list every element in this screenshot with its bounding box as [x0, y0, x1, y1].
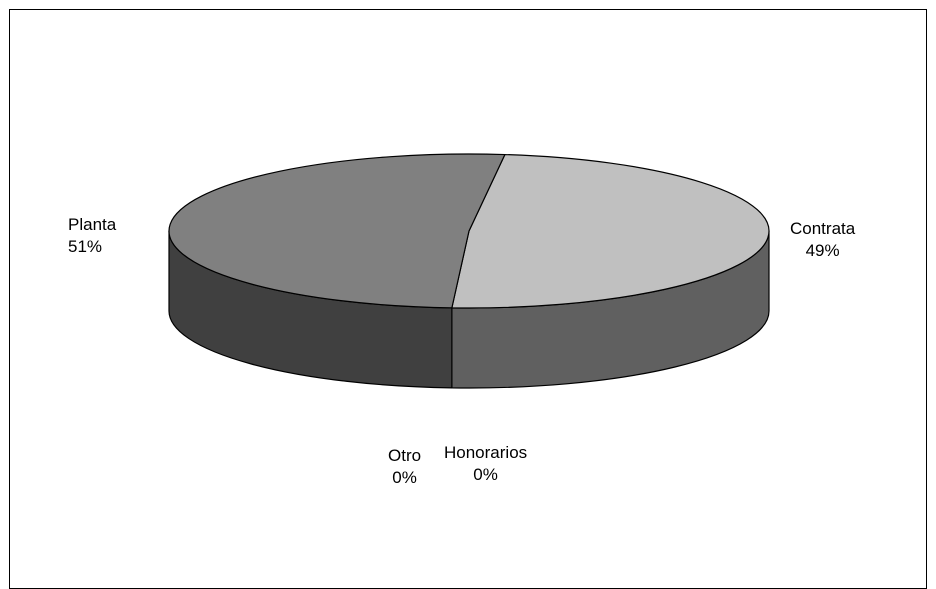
slice-label-honorarios: Honorarios 0%	[444, 442, 527, 486]
slice-name-contrata: Contrata	[790, 219, 856, 238]
slice-label-planta: Planta 51%	[68, 214, 116, 258]
pie-chart	[168, 153, 770, 389]
slice-label-contrata: Contrata 49%	[790, 218, 855, 262]
slice-label-otro: Otro 0%	[388, 445, 421, 489]
slice-percent-otro: 0%	[392, 468, 417, 487]
slice-name-otro: Otro	[388, 446, 422, 465]
slice-top-planta	[168, 153, 506, 309]
slice-top-contrata	[451, 153, 770, 309]
slice-name-honorarios: Honorarios	[444, 443, 528, 462]
slice-percent-planta: 51%	[68, 237, 103, 256]
slice-percent-honorarios: 0%	[473, 465, 498, 484]
slice-percent-contrata: 49%	[805, 241, 840, 260]
slice-name-planta: Planta	[68, 215, 117, 234]
